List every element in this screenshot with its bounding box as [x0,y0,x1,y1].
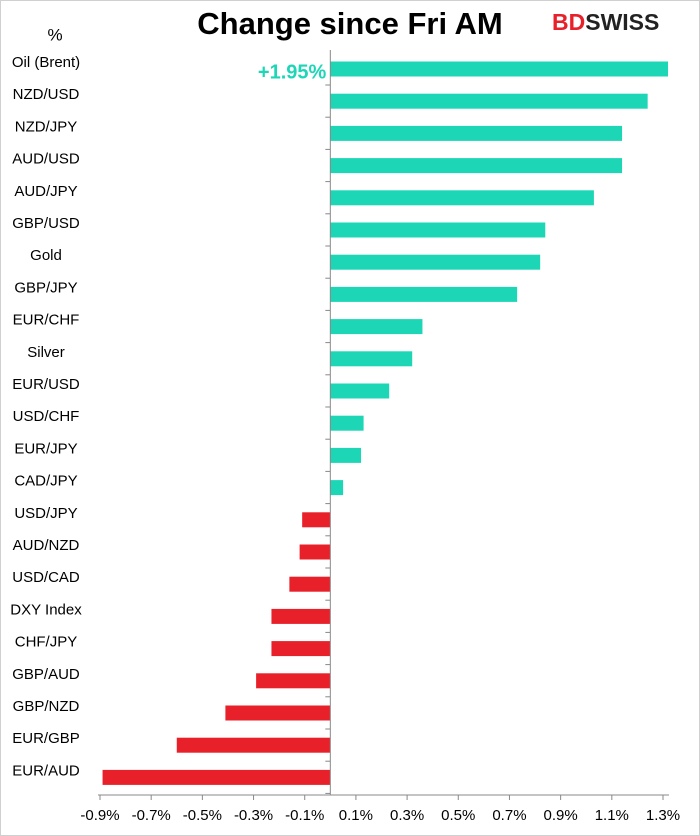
bar [330,254,541,270]
x-tick-label: -0.7% [132,807,171,824]
y-tick-label: GBP/USD [12,215,80,232]
x-tick-label: 0.7% [492,807,526,824]
y-tick-label: EUR/CHF [13,312,80,329]
bar [330,480,344,496]
bar [289,576,331,592]
bar [102,769,331,785]
bar [330,286,518,302]
bar [176,737,331,753]
y-tick-label: EUR/JPY [14,440,77,457]
y-tick-label: AUD/JPY [14,183,77,200]
bar [330,158,623,174]
bar [330,61,668,77]
y-tick-label: GBP/AUD [12,666,80,683]
bar [330,383,390,399]
bar [330,190,594,206]
bar [330,222,546,238]
x-tick-label: 0.3% [390,807,424,824]
y-tick-label: Silver [27,344,65,361]
y-tick-label: CHF/JPY [15,634,78,651]
bar [256,673,331,689]
bar [299,544,331,560]
bar [330,351,413,367]
logo-part: SWISS [585,9,659,35]
y-tick-label: USD/JPY [14,505,77,522]
y-tick-label: EUR/AUD [12,762,80,779]
y-tick-label: USD/CHF [13,408,80,425]
bar [330,319,423,335]
bar [302,512,331,528]
bar [225,705,331,721]
logo: BDSWISS [552,9,659,35]
chart-title: Change since Fri AM [197,6,502,41]
y-tick-label: AUD/USD [12,151,80,168]
y-tick-label: NZD/USD [13,86,80,103]
x-tick-label: 0.9% [544,807,578,824]
bars [102,61,668,785]
bar [330,415,364,431]
y-tick-label: USD/CAD [12,569,80,586]
data-label: +1.95% [258,61,327,83]
y-tick-label: Gold [30,247,62,264]
y-tick-label: CAD/JPY [14,473,77,490]
logo-part: BD [552,9,585,35]
x-tick-label: 0.1% [339,807,373,824]
y-tick-label: GBP/JPY [14,279,77,296]
y-tick-label: EUR/GBP [12,730,80,747]
y-tick-label: EUR/USD [12,376,80,393]
x-tick-label: -0.9% [80,807,119,824]
bar [330,447,362,463]
x-tick-label: -0.3% [234,807,273,824]
x-tick-label: -0.1% [285,807,324,824]
y-tick-label: DXY Index [10,601,82,618]
y-tick-label: NZD/JPY [15,118,78,135]
y-tick-label: GBP/NZD [13,698,80,715]
bar [271,608,331,624]
x-tick-label: 0.5% [441,807,475,824]
bar [330,93,648,109]
bar [330,125,623,141]
x-tick-label: 1.3% [646,807,680,824]
y-tick-label: Oil (Brent) [12,54,80,71]
x-tick-label: -0.5% [183,807,222,824]
unit-label: % [47,25,62,44]
x-tick-label: 1.1% [595,807,629,824]
y-tick-label: AUD/NZD [13,537,80,554]
bar [271,641,331,657]
